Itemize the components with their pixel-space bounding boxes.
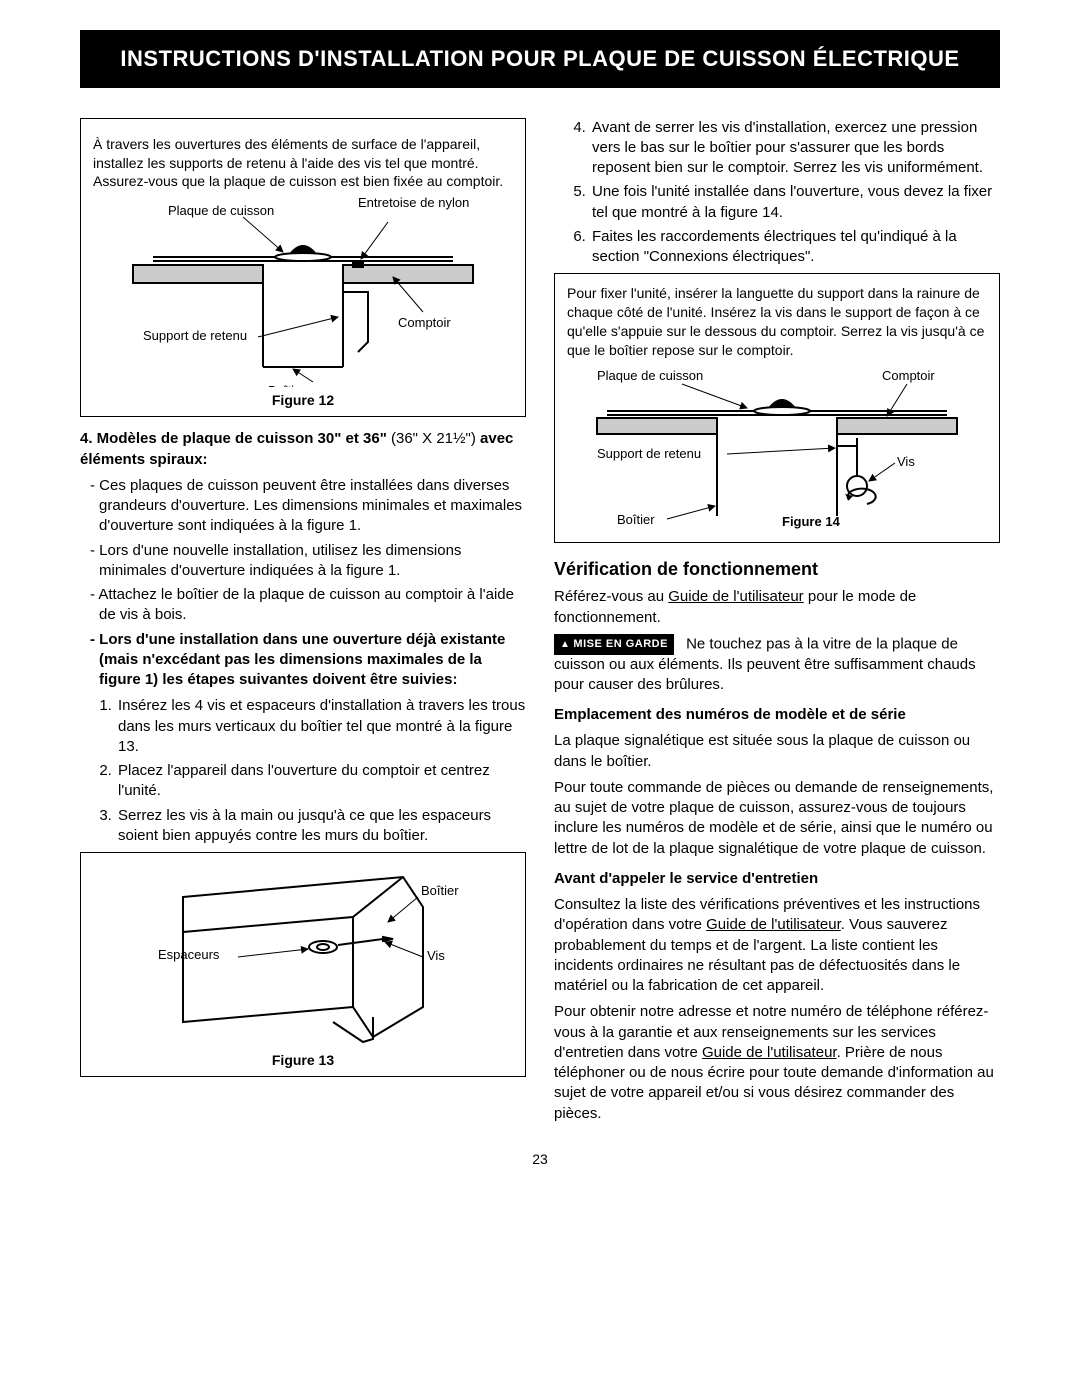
before-calling-heading: Avant d'appeler le service d'entretien bbox=[554, 869, 1000, 889]
model-heading: 4. Modèles de plaque de cuisson 30" et 3… bbox=[80, 429, 526, 470]
step-3: Serrez les vis à la main ou jusqu'à ce q… bbox=[116, 806, 526, 847]
before-calling-text-2: Pour obtenir notre adresse et notre numé… bbox=[554, 1002, 1000, 1124]
fig13-label-vis: Vis bbox=[427, 948, 445, 963]
user-guide-link: Guide de l'utilisateur bbox=[706, 916, 841, 933]
verification-text: Référez-vous au Guide de l'utilisateur p… bbox=[554, 587, 1000, 628]
right-column: Avant de serrer les vis d'installation, … bbox=[554, 118, 1000, 1130]
before-calling-text-1: Consultez la liste des vérifications pré… bbox=[554, 895, 1000, 996]
page-number: 23 bbox=[80, 1150, 1000, 1169]
figure-12-intro: À travers les ouvertures des éléments de… bbox=[93, 135, 513, 192]
page-title-bar: INSTRUCTIONS D'INSTALLATION POUR PLAQUE … bbox=[80, 30, 1000, 88]
step-4: Avant de serrer les vis d'installation, … bbox=[590, 118, 1000, 179]
verification-heading: Vérification de fonctionnement bbox=[554, 557, 1000, 581]
fig14-label-boitier: Boîtier bbox=[617, 512, 655, 527]
fig14-label-comptoir: Comptoir bbox=[882, 368, 935, 383]
fig14-label-vis: Vis bbox=[897, 454, 915, 469]
fig14-label-support: Support de retenu bbox=[597, 446, 701, 461]
model-bullets: Ces plaques de cuisson peuvent être inst… bbox=[80, 476, 526, 691]
figure-14-intro: Pour fixer l'unité, insérer la languette… bbox=[567, 284, 987, 360]
model-serial-text-2: Pour toute commande de pièces ou demande… bbox=[554, 778, 1000, 859]
fig12-label-boitier: Boîtier bbox=[268, 383, 306, 387]
figure-12-box: À travers les ouvertures des éléments de… bbox=[80, 118, 526, 418]
fig12-label-entretoise: Entretoise de nylon bbox=[358, 197, 469, 210]
fig13-label-boitier: Boîtier bbox=[421, 883, 459, 898]
model-serial-heading: Emplacement des numéros de modèle et de … bbox=[554, 705, 1000, 725]
fig12-label-comptoir: Comptoir bbox=[398, 315, 451, 330]
figure-13-caption: Figure 13 bbox=[93, 1051, 513, 1070]
bullet-4: Lors d'une installation dans une ouvertu… bbox=[90, 630, 526, 691]
install-steps-4-6: Avant de serrer les vis d'installation, … bbox=[554, 118, 1000, 268]
user-guide-link: Guide de l'utilisateur bbox=[702, 1044, 837, 1061]
step-1: Insérez les 4 vis et espaceurs d'install… bbox=[116, 696, 526, 757]
fig12-label-plaque: Plaque de cuisson bbox=[168, 203, 274, 218]
figure-14-svg: Plaque de cuisson Comptoir Support de re… bbox=[577, 366, 977, 536]
figure-12-svg: Plaque de cuisson Entretoise de nylon Co… bbox=[113, 197, 493, 387]
figure-12-caption: Figure 12 bbox=[93, 391, 513, 410]
bullet-3: Attachez le boîtier de la plaque de cuis… bbox=[90, 585, 526, 626]
bullet-1: Ces plaques de cuisson peuvent être inst… bbox=[90, 476, 526, 537]
step-5: Une fois l'unité installée dans l'ouvert… bbox=[590, 182, 1000, 223]
figure-14-caption: Figure 14 bbox=[782, 514, 841, 529]
fig13-label-espaceurs: Espaceurs bbox=[158, 947, 220, 962]
figure-13-svg: Espaceurs Boîtier Vis bbox=[123, 867, 483, 1047]
figure-14-box: Pour fixer l'unité, insérer la languette… bbox=[554, 273, 1000, 543]
fig12-label-support: Support de retenu bbox=[143, 328, 247, 343]
model-serial-text-1: La plaque signalétique est située sous l… bbox=[554, 731, 1000, 772]
content-columns: À travers les ouvertures des éléments de… bbox=[80, 118, 1000, 1130]
step-2: Placez l'appareil dans l'ouverture du co… bbox=[116, 761, 526, 802]
user-guide-link: Guide de l'utilisateur bbox=[668, 588, 803, 605]
fig14-label-plaque: Plaque de cuisson bbox=[597, 368, 703, 383]
bullet-2: Lors d'une nouvelle installation, utilis… bbox=[90, 541, 526, 582]
left-column: À travers les ouvertures des éléments de… bbox=[80, 118, 526, 1130]
step-6: Faites les raccordements électriques tel… bbox=[590, 227, 1000, 268]
install-steps-1-3: Insérez les 4 vis et espaceurs d'install… bbox=[80, 696, 526, 846]
figure-13-box: Espaceurs Boîtier Vis Figure 13 bbox=[80, 852, 526, 1077]
warning-block: MISE EN GARDE Ne touchez pas à la vitre … bbox=[554, 634, 1000, 695]
warning-icon: MISE EN GARDE bbox=[554, 634, 674, 655]
